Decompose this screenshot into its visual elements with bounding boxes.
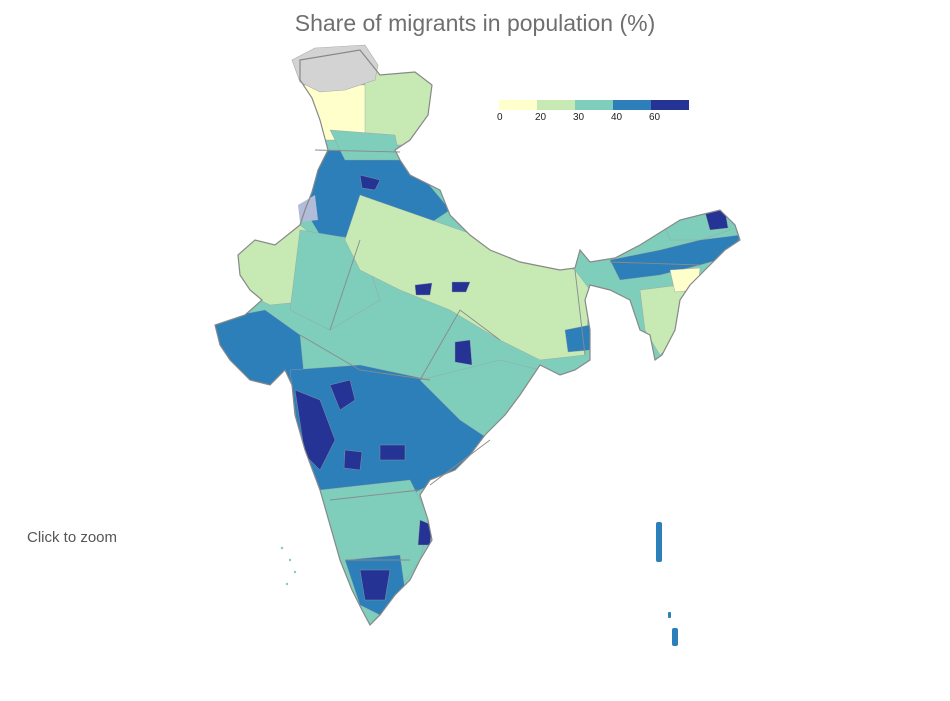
color-legend: 0 20 30 40 60 [497, 100, 689, 124]
legend-tick-1: 20 [535, 112, 547, 123]
no-data-region-west [298, 195, 318, 222]
andaman-islands [656, 522, 678, 646]
region-dark-patch-1[interactable] [329, 379, 356, 411]
legend-tick-0: 0 [497, 112, 503, 123]
region-dark-spot-b[interactable] [451, 281, 471, 293]
state-borders [299, 149, 701, 561]
legend-tick-4: 60 [649, 112, 661, 123]
region-dark-spot-c[interactable] [454, 339, 473, 366]
click-to-zoom-hint[interactable]: Click to zoom [27, 529, 118, 546]
legend-swatch-2 [575, 100, 613, 110]
legend-swatch-3 [613, 100, 651, 110]
no-data-region [291, 44, 379, 93]
legend-ticks: 0 20 30 40 60 [497, 110, 689, 124]
lakshadweep-islands [280, 546, 297, 586]
region-bengal-blue[interactable] [564, 324, 591, 353]
region-delhi[interactable] [359, 174, 381, 191]
legend-swatch-0 [499, 100, 537, 110]
region-dark-patch-south[interactable] [359, 569, 391, 601]
region-dark-patch-2[interactable] [343, 449, 363, 471]
legend-tick-2: 30 [573, 112, 585, 123]
region-dark-patch-3[interactable] [379, 444, 406, 461]
legend-swatch-4 [651, 100, 689, 110]
legend-tick-3: 40 [611, 112, 623, 123]
region-dark-spot-a[interactable] [414, 282, 433, 296]
map-title: Share of migrants in population (%) [294, 10, 656, 36]
legend-color-bar [499, 100, 689, 110]
legend-swatch-1 [537, 100, 575, 110]
